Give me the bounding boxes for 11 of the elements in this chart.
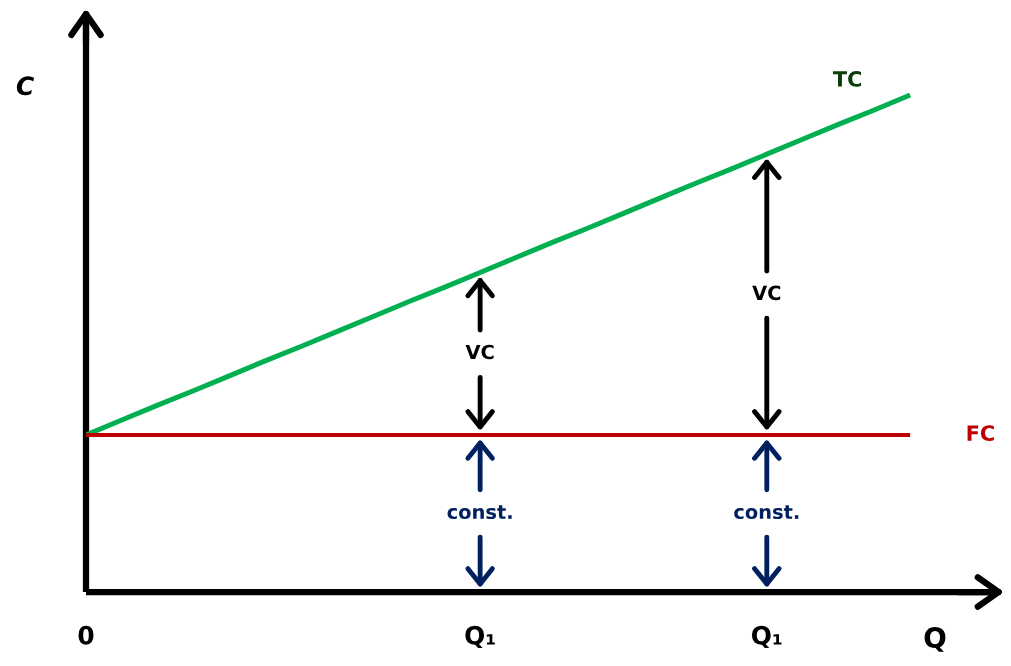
- annotation: VC: [752, 285, 781, 301]
- x-tick-label: Q₁: [751, 625, 782, 648]
- annotation: const.: [734, 505, 799, 520]
- y-axis-title: C: [16, 76, 35, 96]
- x-axis-title: Q: [924, 627, 946, 652]
- x-tick-label: 0: [78, 625, 94, 645]
- series-label: TC: [832, 71, 862, 87]
- annotation: const.: [447, 505, 512, 520]
- text: FC: [967, 425, 994, 442]
- annotation: VC: [465, 344, 494, 360]
- x-tick-label: Q₁: [465, 625, 495, 648]
